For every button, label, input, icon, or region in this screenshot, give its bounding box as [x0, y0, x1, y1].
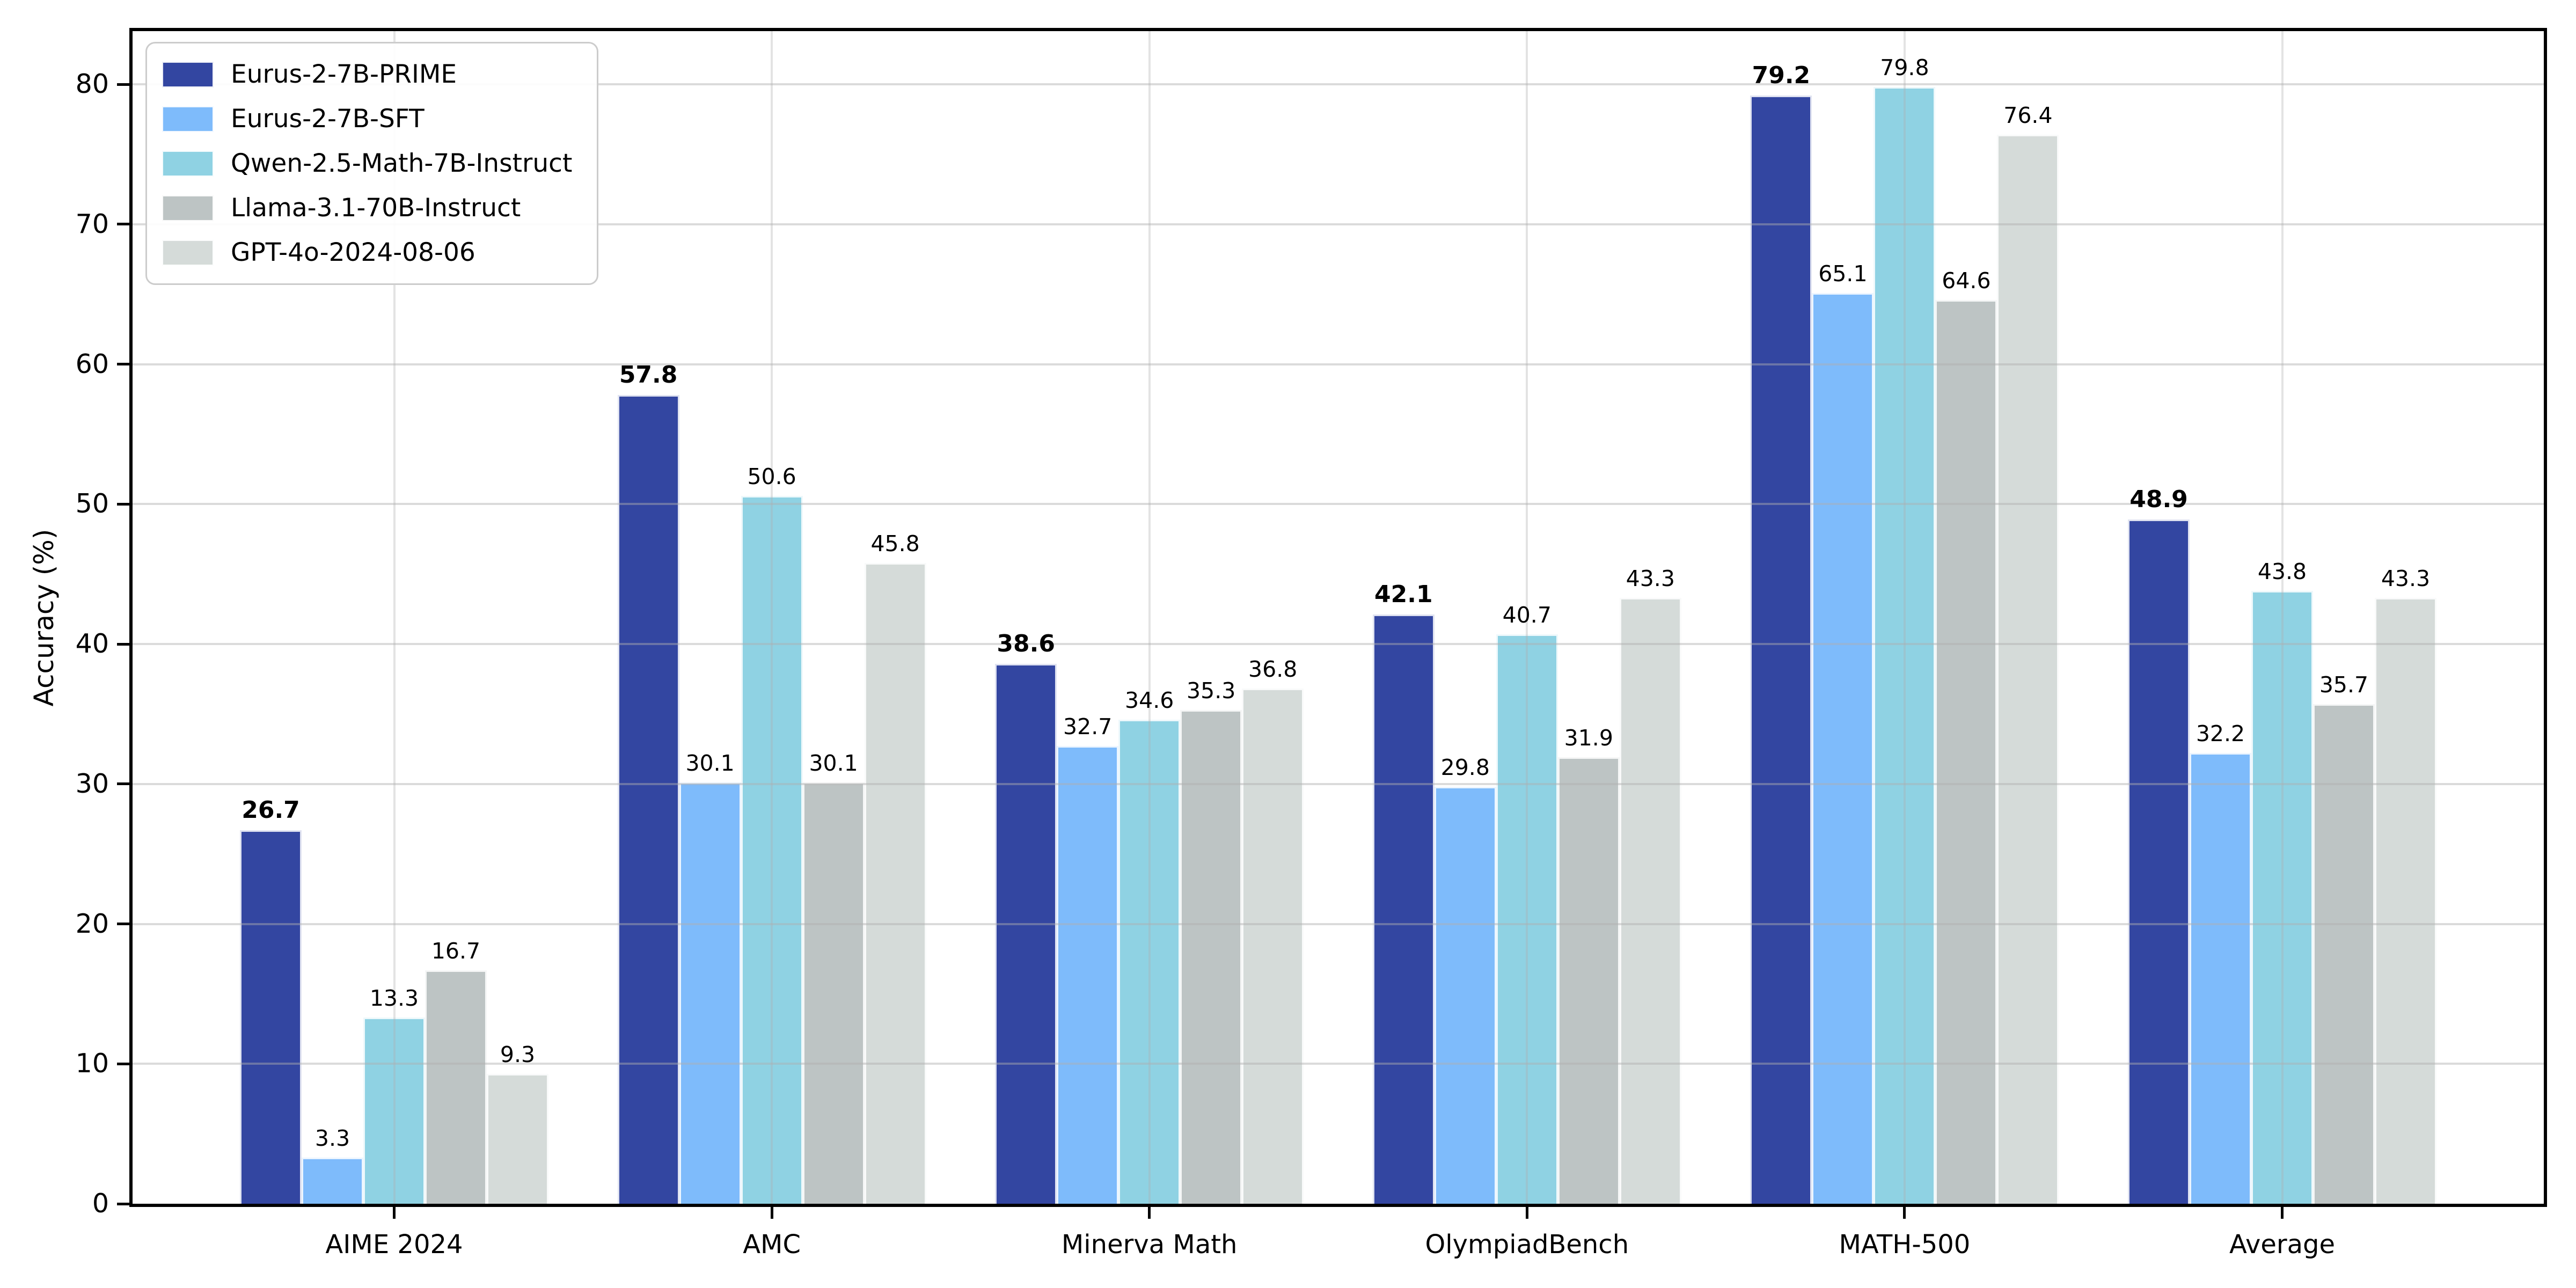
bar	[487, 1073, 548, 1204]
bar	[1180, 709, 1242, 1204]
bar	[617, 394, 679, 1204]
bar-group-amc	[617, 31, 926, 1204]
legend-color-swatch	[162, 106, 214, 132]
y-tick-label: 10	[75, 1048, 109, 1079]
legend-label: Llama-3.1-70B-Instruct	[231, 193, 521, 223]
bar-group-average	[2127, 31, 2436, 1204]
y-tick-label: 20	[75, 908, 109, 939]
y-tick-mark	[117, 642, 129, 646]
y-tick-label: 30	[75, 768, 109, 799]
x-category-label: AIME 2024	[325, 1230, 463, 1260]
plot-area: 26.7 3.3 13.3 16.7 9.3 57.8 30.1 50.6 30.1 45.8 38…	[129, 28, 2547, 1207]
x-tick-mark	[1525, 1207, 1528, 1219]
y-tick-mark	[117, 223, 129, 226]
bar	[1997, 134, 2059, 1204]
bar	[1496, 634, 1558, 1204]
bar	[1812, 292, 1874, 1204]
bar-group-math-500	[1750, 31, 2059, 1204]
y-tick-mark	[117, 782, 129, 786]
y-axis-label: Accuracy (%)	[28, 529, 60, 707]
y-tick-mark	[117, 923, 129, 926]
bar	[2312, 704, 2375, 1204]
y-tick-label: 80	[75, 69, 109, 100]
bar	[1118, 719, 1181, 1204]
legend-item: Eurus-2-7B-PRIME	[162, 60, 572, 89]
bar	[2251, 590, 2313, 1204]
bar	[240, 830, 302, 1204]
legend-item: Qwen-2.5-Math-7B-Instruct	[162, 149, 572, 178]
bar	[2374, 598, 2436, 1204]
y-tick-mark	[117, 502, 129, 506]
bar	[1372, 614, 1435, 1204]
x-category-label: Average	[2229, 1230, 2336, 1260]
bar	[1874, 87, 1936, 1204]
x-category-label: OlympiadBench	[1425, 1230, 1629, 1260]
bar	[1619, 598, 1681, 1204]
x-tick-mark	[393, 1207, 396, 1219]
y-tick-mark	[117, 83, 129, 86]
bar	[2127, 519, 2190, 1204]
x-category-label: AMC	[743, 1230, 801, 1260]
legend-label: Qwen-2.5-Math-7B-Instruct	[231, 149, 573, 178]
legend-item: Eurus-2-7B-SFT	[162, 104, 572, 134]
bar	[1242, 689, 1304, 1204]
legend-label: Eurus-2-7B-PRIME	[231, 60, 457, 89]
legend: Eurus-2-7B-PRIME Eurus-2-7B-SFT Qwen-2.5-M…	[145, 42, 599, 285]
x-category-label: Minerva Math	[1061, 1230, 1238, 1260]
legend-item: GPT-4o-2024-08-06	[162, 238, 572, 267]
y-tick-mark	[117, 363, 129, 366]
x-tick-mark	[2281, 1207, 2284, 1219]
bar	[864, 562, 926, 1204]
bar-group-olympiadbench	[1372, 31, 1681, 1204]
y-tick-label: 0	[92, 1188, 109, 1219]
bar	[995, 663, 1057, 1204]
bar	[679, 782, 741, 1204]
x-tick-mark	[770, 1207, 773, 1219]
legend-color-swatch	[162, 239, 214, 266]
bar	[425, 970, 487, 1204]
y-tick-label: 60	[75, 348, 109, 379]
bar	[1434, 787, 1496, 1204]
bar	[1750, 95, 1812, 1204]
x-tick-mark	[1148, 1207, 1151, 1219]
y-tick-label: 50	[75, 488, 109, 519]
bar	[2189, 753, 2251, 1204]
y-tick-label: 40	[75, 628, 109, 660]
y-tick-label: 70	[75, 208, 109, 239]
legend-label: GPT-4o-2024-08-06	[231, 238, 475, 267]
y-tick-mark	[117, 1202, 129, 1205]
legend-color-swatch	[162, 195, 214, 221]
y-tick-mark	[117, 1062, 129, 1065]
bars-layer	[133, 31, 2544, 1204]
x-tick-mark	[1903, 1207, 1906, 1219]
bar	[302, 1157, 363, 1204]
bar-group-aime-2024	[240, 31, 548, 1204]
bar	[802, 782, 865, 1204]
bar-group-minerva-math	[995, 31, 1304, 1204]
bar	[1935, 299, 1997, 1204]
x-category-label: MATH-500	[1839, 1230, 1971, 1260]
bar	[1557, 757, 1620, 1204]
legend-label: Eurus-2-7B-SFT	[231, 104, 425, 134]
bar	[741, 495, 803, 1204]
bar	[1057, 746, 1119, 1204]
bar	[363, 1018, 425, 1204]
legend-color-swatch	[162, 150, 214, 177]
legend-item: Llama-3.1-70B-Instruct	[162, 193, 572, 223]
legend-color-swatch	[162, 61, 214, 87]
